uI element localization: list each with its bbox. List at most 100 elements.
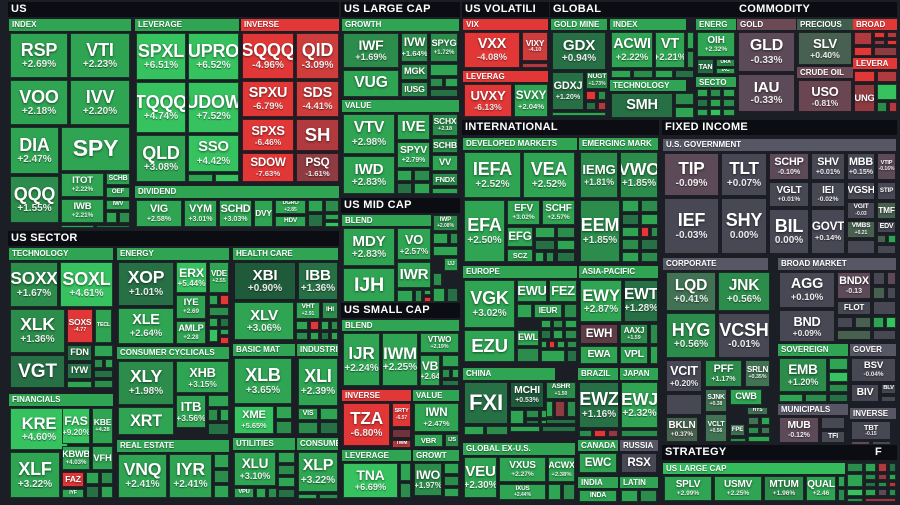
- tile-PFF[interactable]: PFF +1.17%: [705, 360, 742, 387]
- tile-EZU[interactable]: EZU: [464, 330, 515, 362]
- mini-tile[interactable]: [522, 63, 548, 68]
- mini-tile[interactable]: [310, 332, 319, 340]
- tile-BIV[interactable]: BIV: [851, 384, 879, 402]
- mini-tile[interactable]: [761, 427, 770, 434]
- mini-tile[interactable]: [854, 71, 875, 82]
- tile-VB[interactable]: VB +2.64: [420, 355, 440, 386]
- tile-IWO[interactable]: IWO +1.97%: [414, 463, 442, 496]
- tile-CWB[interactable]: CWB: [730, 389, 762, 405]
- mini-tile[interactable]: [414, 170, 430, 181]
- mini-tile[interactable]: [209, 295, 218, 305]
- tile-MBB[interactable]: MBB +0.15%: [847, 153, 875, 180]
- mini-tile[interactable]: [710, 109, 721, 116]
- mini-tile[interactable]: [101, 472, 113, 484]
- tile-XLU[interactable]: XLU +3.10%: [234, 452, 276, 486]
- mini-tile[interactable]: [445, 78, 458, 87]
- mini-tile[interactable]: [854, 32, 872, 45]
- mini-tile[interactable]: [278, 465, 295, 475]
- tile-SJNK[interactable]: SJNK +0.38: [705, 389, 727, 412]
- mini-tile[interactable]: [723, 99, 735, 107]
- mini-tile[interactable]: [855, 317, 871, 328]
- mini-tile[interactable]: [106, 212, 117, 223]
- tile-VDE[interactable]: VDE +2.55: [209, 262, 229, 293]
- mini-tile[interactable]: [655, 70, 673, 78]
- mini-tile[interactable]: [838, 489, 845, 501]
- tile-PSQ[interactable]: PSQ -1.61%: [296, 153, 339, 182]
- mini-tile[interactable]: [564, 304, 577, 318]
- tile-BND[interactable]: BND +0.09%: [779, 310, 835, 342]
- tile-FNDX[interactable]: FNDX: [432, 173, 458, 186]
- mini-tile[interactable]: [748, 427, 759, 434]
- tile-XLE[interactable]: XLE +2.64%: [118, 308, 174, 344]
- tile-MDY[interactable]: MDY +2.83%: [343, 228, 395, 266]
- tile-EWJ[interactable]: EWJ +2.32%: [621, 382, 658, 428]
- tile-EFG[interactable]: EFG: [507, 227, 533, 247]
- mini-tile[interactable]: [397, 290, 413, 302]
- mini-tile[interactable]: [621, 430, 658, 437]
- mini-tile[interactable]: [877, 71, 897, 82]
- mini-tile[interactable]: [675, 93, 694, 105]
- mini-tile[interactable]: [553, 320, 563, 328]
- tile-VPL[interactable]: VPL: [620, 346, 648, 364]
- tile-EWA[interactable]: EWA: [580, 346, 618, 364]
- mini-tile[interactable]: [697, 89, 708, 97]
- tile-SPYG[interactable]: SPYG +1.72%: [430, 33, 458, 62]
- mini-tile[interactable]: [847, 240, 875, 254]
- mini-tile[interactable]: [298, 494, 317, 499]
- tile-UNG[interactable]: UNG: [854, 84, 875, 112]
- tile-SRTY[interactable]: SRTY -6.57: [392, 403, 411, 427]
- tile-STIP[interactable]: STIP: [877, 182, 896, 200]
- tile-BLV[interactable]: BLV: [881, 384, 896, 394]
- tile-IVW[interactable]: IVW +1.64%: [401, 33, 428, 62]
- mini-tile[interactable]: [887, 287, 896, 299]
- tile-IJR[interactable]: IJR +2.24%: [343, 333, 380, 386]
- mini-tile[interactable]: [608, 430, 618, 437]
- tile-XOP[interactable]: XOP +1.01%: [118, 262, 174, 306]
- tile-FLOT[interactable]: FLOT: [837, 301, 871, 315]
- mini-tile[interactable]: [887, 272, 896, 285]
- mini-tile[interactable]: [214, 485, 229, 498]
- tile-VEA[interactable]: VEA +2.52%: [523, 152, 575, 198]
- tile-TNA[interactable]: TNA +6.69%: [343, 463, 398, 498]
- mini-tile[interactable]: [640, 490, 657, 502]
- mini-tile[interactable]: [697, 109, 708, 116]
- mini-tile[interactable]: [586, 91, 596, 100]
- tile-SSO[interactable]: SSO +4.42%: [188, 135, 239, 172]
- tile-TZA[interactable]: TZA -6.80%: [343, 403, 390, 446]
- mini-tile[interactable]: [557, 252, 575, 262]
- tile-VGIT[interactable]: VGIT -0.03: [847, 202, 875, 219]
- tile-SCHB[interactable]: SCHB: [432, 138, 458, 153]
- mini-tile[interactable]: [567, 401, 576, 417]
- tile-GDX[interactable]: GDX +0.94%: [552, 32, 606, 70]
- tile-SDOW[interactable]: SDOW -7.63%: [242, 153, 294, 182]
- tile-XLP[interactable]: XLP +3.22%: [298, 452, 338, 492]
- mini-tile[interactable]: [838, 476, 845, 487]
- mini-tile[interactable]: [86, 472, 99, 484]
- tile-IUSG[interactable]: IUSG: [401, 82, 428, 97]
- mini-tile[interactable]: [622, 214, 639, 225]
- tile-EWT[interactable]: EWT +1.28%: [624, 280, 658, 322]
- tile-MGK[interactable]: MGK: [401, 64, 428, 80]
- tile-IXC[interactable]: IXC: [716, 68, 735, 74]
- tile-XLY[interactable]: XLY +1.98%: [118, 361, 174, 405]
- tile-IJJ[interactable]: IJJ: [444, 258, 458, 271]
- tile-OEF[interactable]: OEF: [106, 187, 130, 198]
- tile-VIS[interactable]: VIS: [298, 408, 318, 420]
- mini-tile[interactable]: [567, 350, 577, 362]
- mini-tile[interactable]: [873, 287, 885, 299]
- tile-IYE[interactable]: IYE +2.69: [176, 295, 206, 319]
- mini-tile[interactable]: [761, 417, 770, 425]
- tile-TFI[interactable]: TFI: [821, 431, 845, 443]
- tile-QLD[interactable]: QLD +3.08%: [136, 135, 186, 182]
- tile-SCHX[interactable]: SCHX +2.18: [432, 114, 458, 136]
- tile-KBE[interactable]: KBE +4.28: [92, 408, 113, 444]
- mini-tile[interactable]: [542, 426, 576, 432]
- mini-tile[interactable]: [214, 470, 229, 483]
- tile-IEFA[interactable]: IEFA +2.52%: [464, 152, 521, 198]
- tile-GLD[interactable]: GLD -0.33%: [738, 32, 795, 72]
- tile-JNK[interactable]: JNK +0.56%: [718, 272, 770, 311]
- mini-tile[interactable]: [598, 91, 606, 100]
- mini-tile[interactable]: [400, 463, 411, 481]
- mini-tile[interactable]: [697, 99, 708, 107]
- tile-IVV[interactable]: IVV +2.20%: [70, 80, 130, 125]
